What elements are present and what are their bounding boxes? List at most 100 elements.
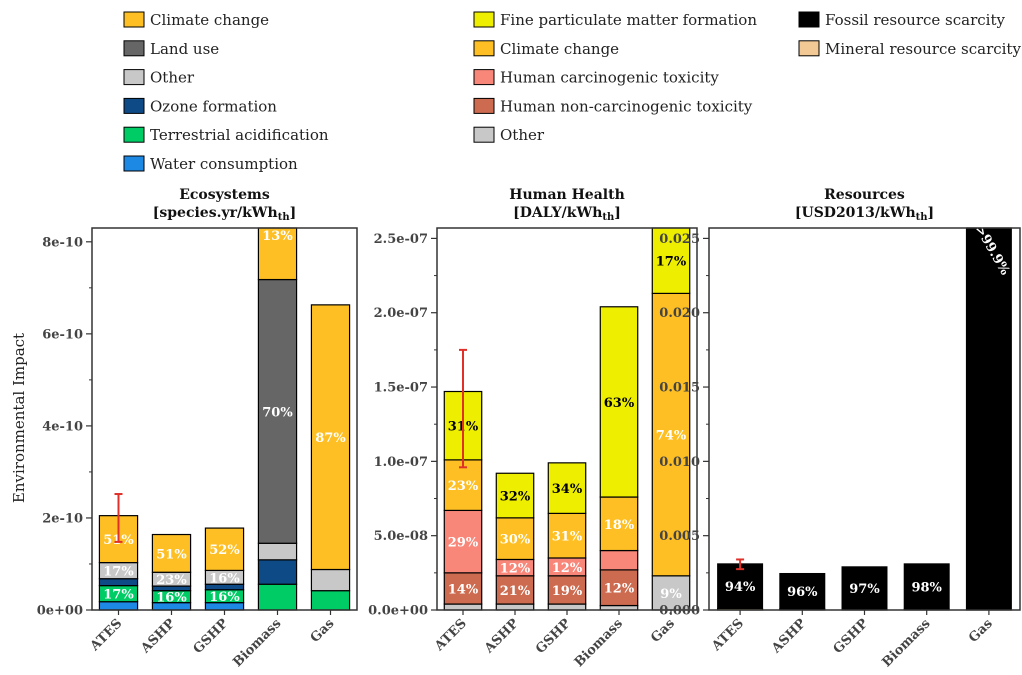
data-label: 17% — [103, 565, 134, 580]
panel-unit: [DALY/kWhth] — [513, 205, 621, 223]
legend-swatch — [473, 11, 495, 28]
legend-label: Fossil resource scarcity — [825, 11, 1005, 29]
bar-gas-climate-change — [310, 304, 351, 571]
y-axis-label: Environmental Impact — [10, 333, 28, 503]
y-tick-label: 0.0e+00 — [368, 604, 428, 619]
data-label: 31% — [552, 530, 583, 545]
legend-item-climate-change: Climate change — [123, 11, 269, 29]
legend-swatch — [123, 40, 145, 57]
bar-biomass-terrestrial-acidification — [257, 583, 298, 611]
bar-biomass-fossil-resource-scarcity — [903, 563, 950, 610]
bar-biomass-land-use — [257, 278, 298, 544]
legend-label: Human carcinogenic toxicity — [500, 69, 719, 87]
data-label: 12% — [604, 582, 635, 597]
bar-gas-terrestrial-acidification — [310, 590, 351, 611]
data-label: 74% — [656, 429, 687, 444]
panel-title: Human Health — [509, 187, 625, 203]
bar-gshp-fine-particulate-matter-formation — [547, 462, 587, 514]
bar-ates-human-non-carcinogenic-toxicity — [443, 572, 483, 605]
bar-ates-other — [443, 603, 483, 611]
bar-ashp-climate-change — [151, 533, 192, 573]
legend-1: Climate change Land use Other Ozone formati… — [123, 11, 329, 173]
bar-gshp-human-non-carcinogenic-toxicity — [547, 575, 587, 605]
legend-label: Other — [500, 126, 545, 144]
x-tick-label: GSHP — [191, 616, 232, 657]
data-label: 16% — [209, 571, 240, 586]
bars — [717, 227, 1012, 611]
data-label: 12% — [500, 562, 531, 577]
data-label: 34% — [552, 482, 583, 497]
data-label: 23% — [448, 479, 479, 494]
x-tick-label: Biomass — [572, 616, 626, 670]
bar-ashp-climate-change — [495, 517, 535, 561]
legend-label: Water consumption — [150, 155, 298, 173]
data-label: 16% — [156, 591, 187, 606]
legend-item-mineral-resource-scarcity: Mineral resource scarcity — [798, 40, 1021, 58]
data-label: 30% — [500, 533, 531, 548]
panel-unit: [species.yr/kWhth] — [153, 205, 296, 223]
bar-ashp-human-non-carcinogenic-toxicity — [495, 575, 535, 605]
data-label: 87% — [315, 431, 346, 446]
legend-2: Fine particulate matter formation Climate… — [473, 11, 757, 144]
data-label: 94% — [725, 580, 756, 595]
data-label: 9% — [660, 587, 682, 602]
error-bar — [459, 348, 467, 469]
bar-gas-fossil-resource-scarcity — [965, 227, 1012, 611]
bar-biomass-fine-particulate-matter-formation — [599, 306, 639, 498]
bar-gas-fine-particulate-matter-formation — [651, 227, 691, 295]
data-label: 97% — [849, 582, 880, 597]
y-tick-label: 0.010 — [659, 455, 700, 470]
y-tick-label: 0.000 — [659, 604, 700, 619]
y-tick-label: 2e-10 — [42, 511, 83, 526]
y-axis: 0.000 0.005 0.010 0.015 0.020 0.025 — [659, 232, 709, 619]
legend-label: Land use — [150, 40, 219, 58]
data-label: 13% — [262, 229, 293, 244]
y-tick-label: 0e+00 — [37, 604, 83, 619]
x-tick-label: ATES — [431, 616, 469, 654]
data-label: 98% — [911, 581, 942, 596]
legend-item-human-carcinogenic-toxicity: Human carcinogenic toxicity — [473, 69, 719, 87]
legend-label: Other — [150, 69, 195, 87]
data-label: 18% — [604, 518, 635, 533]
y-tick-label: 1.0e-07 — [374, 455, 428, 470]
bar-gshp-other — [547, 603, 587, 611]
panel-ecosystems: Ecosystems [species.yr/kWhth] 17% 17% 51% 16%… — [37, 187, 358, 670]
bar-ates-human-carcinogenic-toxicity — [443, 509, 483, 574]
legend-item-water-consumption: Water consumption — [123, 155, 298, 173]
bar-ates-fossil-resource-scarcity — [717, 563, 764, 610]
x-tick-label: Gas — [308, 616, 338, 646]
legend-swatch — [473, 97, 495, 114]
legend-item-fine-particulate-matter-formation: Fine particulate matter formation — [473, 11, 757, 29]
legend-label: Mineral resource scarcity — [825, 40, 1021, 58]
legend-item-land-use: Land use — [123, 40, 219, 58]
y-tick-label: 1.5e-07 — [374, 381, 428, 396]
data-label: 16% — [209, 590, 240, 605]
legend-item-fossil-resource-scarcity: Fossil resource scarcity — [798, 11, 1005, 29]
data-label: 17% — [103, 588, 134, 603]
x-tick-label: ATES — [708, 616, 746, 654]
legend-label: Climate change — [150, 11, 269, 29]
bar-ates-water-consumption — [98, 601, 139, 611]
legend-item-other: Other — [123, 69, 195, 87]
y-tick-label: 8e-10 — [42, 235, 83, 250]
legend-swatch — [123, 69, 145, 86]
error-bar — [114, 493, 123, 543]
panels: Ecosystems [species.yr/kWhth] 17% 17% 51% 16%… — [37, 187, 1021, 670]
legend-swatch — [123, 126, 145, 143]
legend-3: Fossil resource scarcity Mineral resource… — [798, 11, 1021, 58]
data-label: 14% — [448, 582, 479, 597]
data-label: 70% — [262, 405, 293, 420]
bars — [443, 227, 691, 611]
data-label: 23% — [156, 573, 187, 588]
legend-swatch — [473, 69, 495, 86]
legend-swatch — [123, 97, 145, 114]
bar-gas-climate-change — [651, 292, 691, 577]
legend-swatch — [798, 11, 820, 28]
legend-swatch — [473, 126, 495, 143]
x-tick-label: Biomass — [230, 616, 284, 670]
x-tick-label: ASHP — [138, 616, 179, 657]
y-axis: 0e+00 2e-10 4e-10 6e-10 8e-10 — [37, 235, 92, 619]
